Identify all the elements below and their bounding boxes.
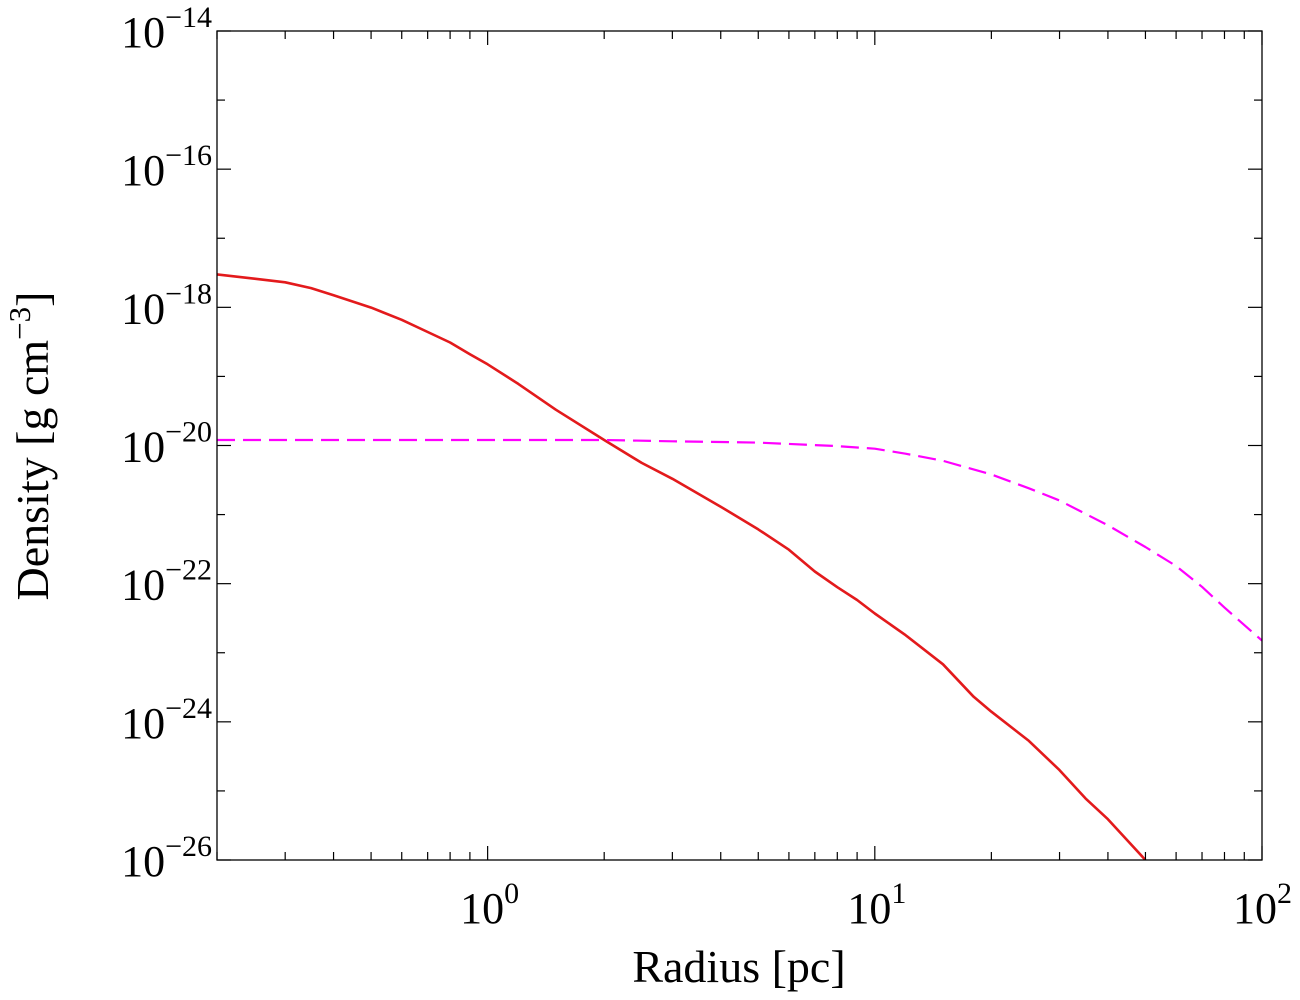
y-axis-label-main: Density [g cm bbox=[7, 340, 58, 601]
y-tick-label-base: 10 bbox=[121, 8, 165, 57]
y-tick-label: 10−26 bbox=[121, 830, 212, 886]
x-tick-label: 102 bbox=[1233, 877, 1292, 933]
y-axis-label-exponent: −3 bbox=[2, 307, 37, 340]
x-axis-label: Radius [pc] bbox=[632, 941, 845, 992]
y-tick-label-exponent: −14 bbox=[165, 1, 212, 34]
y-tick-label-base: 10 bbox=[121, 561, 165, 610]
y-tick-label-base: 10 bbox=[121, 423, 165, 472]
y-tick-label: 10−18 bbox=[121, 277, 212, 333]
y-axis-label: Density [g cm−3] bbox=[2, 292, 58, 601]
y-tick-label-exponent: −24 bbox=[165, 692, 212, 725]
y-axis-label-close: ] bbox=[7, 292, 58, 307]
ticks-layer bbox=[216, 30, 1263, 861]
x-tick-label-base: 10 bbox=[847, 884, 891, 933]
y-tick-label-base: 10 bbox=[121, 699, 165, 748]
series-layer bbox=[217, 273, 1262, 860]
tick-labels-layer: 100 101 10210−2610−2410−2210−2010−1810−161… bbox=[121, 1, 1292, 933]
x-tick-label: 101 bbox=[847, 877, 906, 933]
x-tick-label-base: 10 bbox=[1233, 884, 1277, 933]
x-tick-label-base: 10 bbox=[460, 884, 504, 933]
y-tick-label: 10−20 bbox=[121, 416, 212, 472]
y-tick-label: 10−16 bbox=[121, 139, 212, 195]
y-tick-label-base: 10 bbox=[121, 837, 165, 886]
y-tick-label-base: 10 bbox=[121, 146, 165, 195]
y-tick-label-exponent: −26 bbox=[165, 830, 212, 863]
plot-frame bbox=[216, 30, 1263, 861]
y-tick-label: 10−14 bbox=[121, 1, 212, 57]
y-tick-label-exponent: −18 bbox=[165, 277, 212, 310]
series-line-solid bbox=[217, 273, 1147, 860]
x-tick-label-exponent: 1 bbox=[891, 877, 906, 910]
y-tick-label-exponent: −16 bbox=[165, 139, 212, 172]
y-tick-label: 10−24 bbox=[121, 692, 212, 748]
x-tick-label-exponent: 0 bbox=[504, 877, 519, 910]
y-tick-label: 10−22 bbox=[121, 554, 212, 610]
y-tick-label-base: 10 bbox=[121, 284, 165, 333]
series-line-dashed bbox=[217, 438, 1262, 642]
x-tick-label: 100 bbox=[460, 877, 519, 933]
x-tick-label-exponent: 2 bbox=[1277, 877, 1292, 910]
y-tick-label-exponent: −22 bbox=[165, 554, 212, 587]
y-tick-label-exponent: −20 bbox=[165, 416, 212, 449]
